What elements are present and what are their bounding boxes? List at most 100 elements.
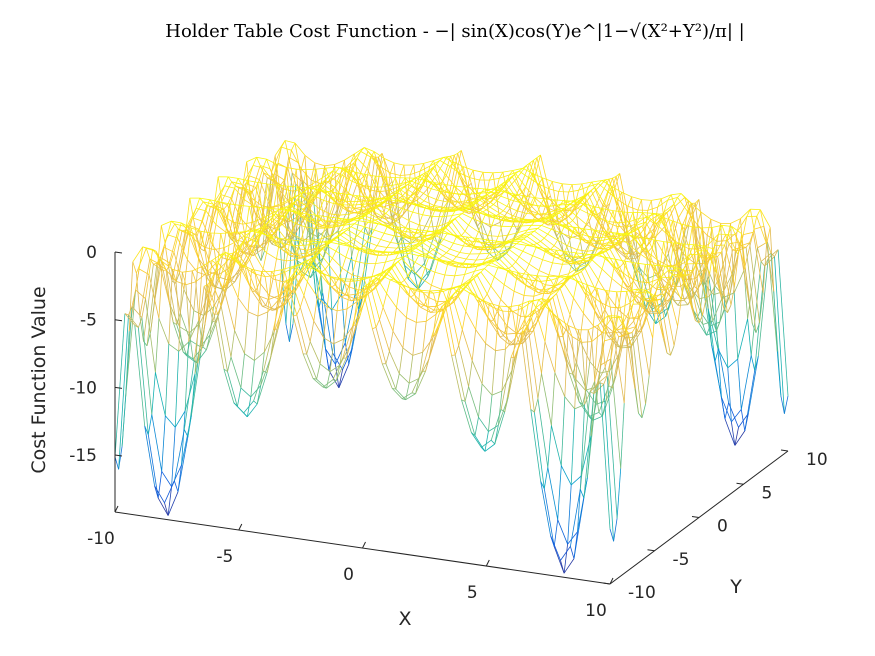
mesh-segment-419	[221, 201, 226, 223]
mesh-segment-630	[351, 172, 356, 182]
mesh-segment-4761	[670, 345, 675, 356]
mesh-segment-1321	[581, 183, 587, 203]
mesh-segment-2830	[521, 219, 526, 227]
mesh-segment-3476	[456, 256, 467, 260]
mesh-segment-4381	[513, 272, 519, 292]
mesh-segment-3057	[339, 243, 350, 247]
mesh-segment-1835	[637, 199, 642, 211]
mesh-segment-4433	[483, 293, 488, 300]
mesh-segment-1678	[496, 195, 501, 202]
mesh-segment-4220	[689, 253, 700, 256]
mesh-segment-4537	[516, 316, 521, 334]
mesh-segment-2000	[536, 205, 541, 215]
mesh-segment-568	[247, 180, 252, 199]
mesh-segment-2641	[733, 269, 745, 293]
mesh-segment-3270	[197, 284, 209, 364]
mesh-segment-4032	[642, 281, 648, 297]
mesh-segment-2084	[563, 200, 574, 202]
mesh-segment-1284	[168, 228, 179, 267]
mesh-segment-931	[509, 170, 520, 176]
mesh-segment-1882	[479, 199, 491, 208]
mesh-segment-4791	[656, 298, 661, 301]
mesh-segment-1171	[319, 200, 324, 210]
mesh-segment-3131	[762, 243, 767, 293]
mesh-segment-4097	[383, 269, 388, 273]
mesh-segment-1154	[535, 184, 540, 199]
mesh-segment-3737	[499, 249, 510, 252]
mesh-segment-1310	[299, 208, 304, 212]
mesh-segment-2412	[552, 209, 563, 215]
mesh-segment-3313	[490, 241, 501, 243]
mesh-segment-323	[349, 162, 354, 167]
mesh-segment-3413	[419, 245, 430, 253]
mesh-segment-992	[222, 215, 234, 223]
mesh-segment-3188	[429, 237, 441, 245]
mesh-segment-3950	[727, 304, 732, 313]
mesh-segment-3727	[727, 234, 739, 256]
mesh-segment-4404	[537, 275, 542, 282]
mesh-segment-2141	[253, 229, 264, 235]
mesh-segment-1975	[499, 210, 504, 214]
mesh-segment-1775	[546, 206, 552, 215]
mesh-segment-4874	[524, 301, 530, 319]
mesh-segment-3202	[749, 232, 754, 243]
mesh-segment-3645	[650, 263, 662, 279]
mesh-segment-337	[232, 187, 243, 241]
mesh-segment-530	[345, 169, 350, 174]
mesh-segment-3108	[164, 480, 175, 503]
mesh-segment-2168	[569, 200, 574, 205]
mesh-segment-3801	[441, 260, 452, 264]
mesh-segment-4477	[466, 280, 471, 284]
mesh-segment-4340	[345, 324, 357, 359]
mesh-segment-2208	[138, 246, 144, 269]
mesh-segment-4844	[585, 389, 597, 405]
mesh-segment-4075	[669, 262, 681, 268]
mesh-segment-2761	[498, 234, 509, 237]
mesh-segment-2481	[491, 215, 496, 226]
mesh-segment-2159	[155, 251, 161, 265]
mesh-segment-1184	[565, 209, 576, 212]
mesh-segment-4942	[638, 303, 644, 317]
mesh-segment-1252	[275, 217, 280, 220]
mesh-segment-4653	[630, 331, 642, 348]
mesh-segment-1265	[608, 177, 613, 180]
mesh-segment-3772	[616, 242, 628, 257]
mesh-segment-3087	[393, 249, 404, 253]
mesh-segment-1691	[388, 204, 394, 210]
mesh-segment-848	[404, 177, 409, 182]
mesh-segment-382	[440, 155, 451, 188]
mesh-segment-4851	[518, 300, 529, 306]
mesh-segment-2561	[653, 213, 664, 224]
mesh-segment-3175	[574, 227, 579, 234]
mesh-segment-3989	[431, 284, 442, 290]
mesh-segment-3367	[446, 248, 451, 254]
mesh-segment-3649	[606, 238, 612, 245]
mesh-segment-3271	[183, 360, 195, 430]
mesh-segment-4331	[423, 292, 428, 307]
mesh-segment-2249	[717, 348, 722, 398]
mesh-segment-2808	[252, 290, 257, 293]
mesh-segment-2850	[167, 486, 172, 516]
mesh-segment-4185	[568, 266, 579, 275]
mesh-segment-1531	[373, 201, 384, 204]
mesh-segment-4956	[625, 326, 636, 331]
mesh-segment-2428	[229, 247, 241, 280]
mesh-segment-454	[436, 156, 448, 174]
mesh-segment-4061	[494, 260, 506, 270]
mesh-segment-1169	[333, 192, 338, 204]
mesh-segment-2414	[485, 213, 496, 217]
mesh-segment-4210	[380, 274, 391, 281]
mesh-segment-1016	[340, 200, 345, 208]
mesh-segment-4351	[581, 267, 586, 272]
mesh-segment-2313	[246, 236, 257, 243]
mesh-segment-4808	[454, 354, 466, 402]
mesh-segment-49	[321, 298, 326, 349]
mesh-segment-4504	[395, 373, 400, 390]
mesh-segment-206	[367, 151, 379, 164]
mesh-segment-4700	[492, 307, 503, 312]
mesh-segment-2192	[354, 220, 359, 225]
mesh-segment-3230	[759, 292, 764, 323]
mesh-segment-3249	[422, 239, 427, 244]
mesh-segment-2367	[589, 206, 594, 215]
mesh-segment-4251	[497, 267, 508, 271]
